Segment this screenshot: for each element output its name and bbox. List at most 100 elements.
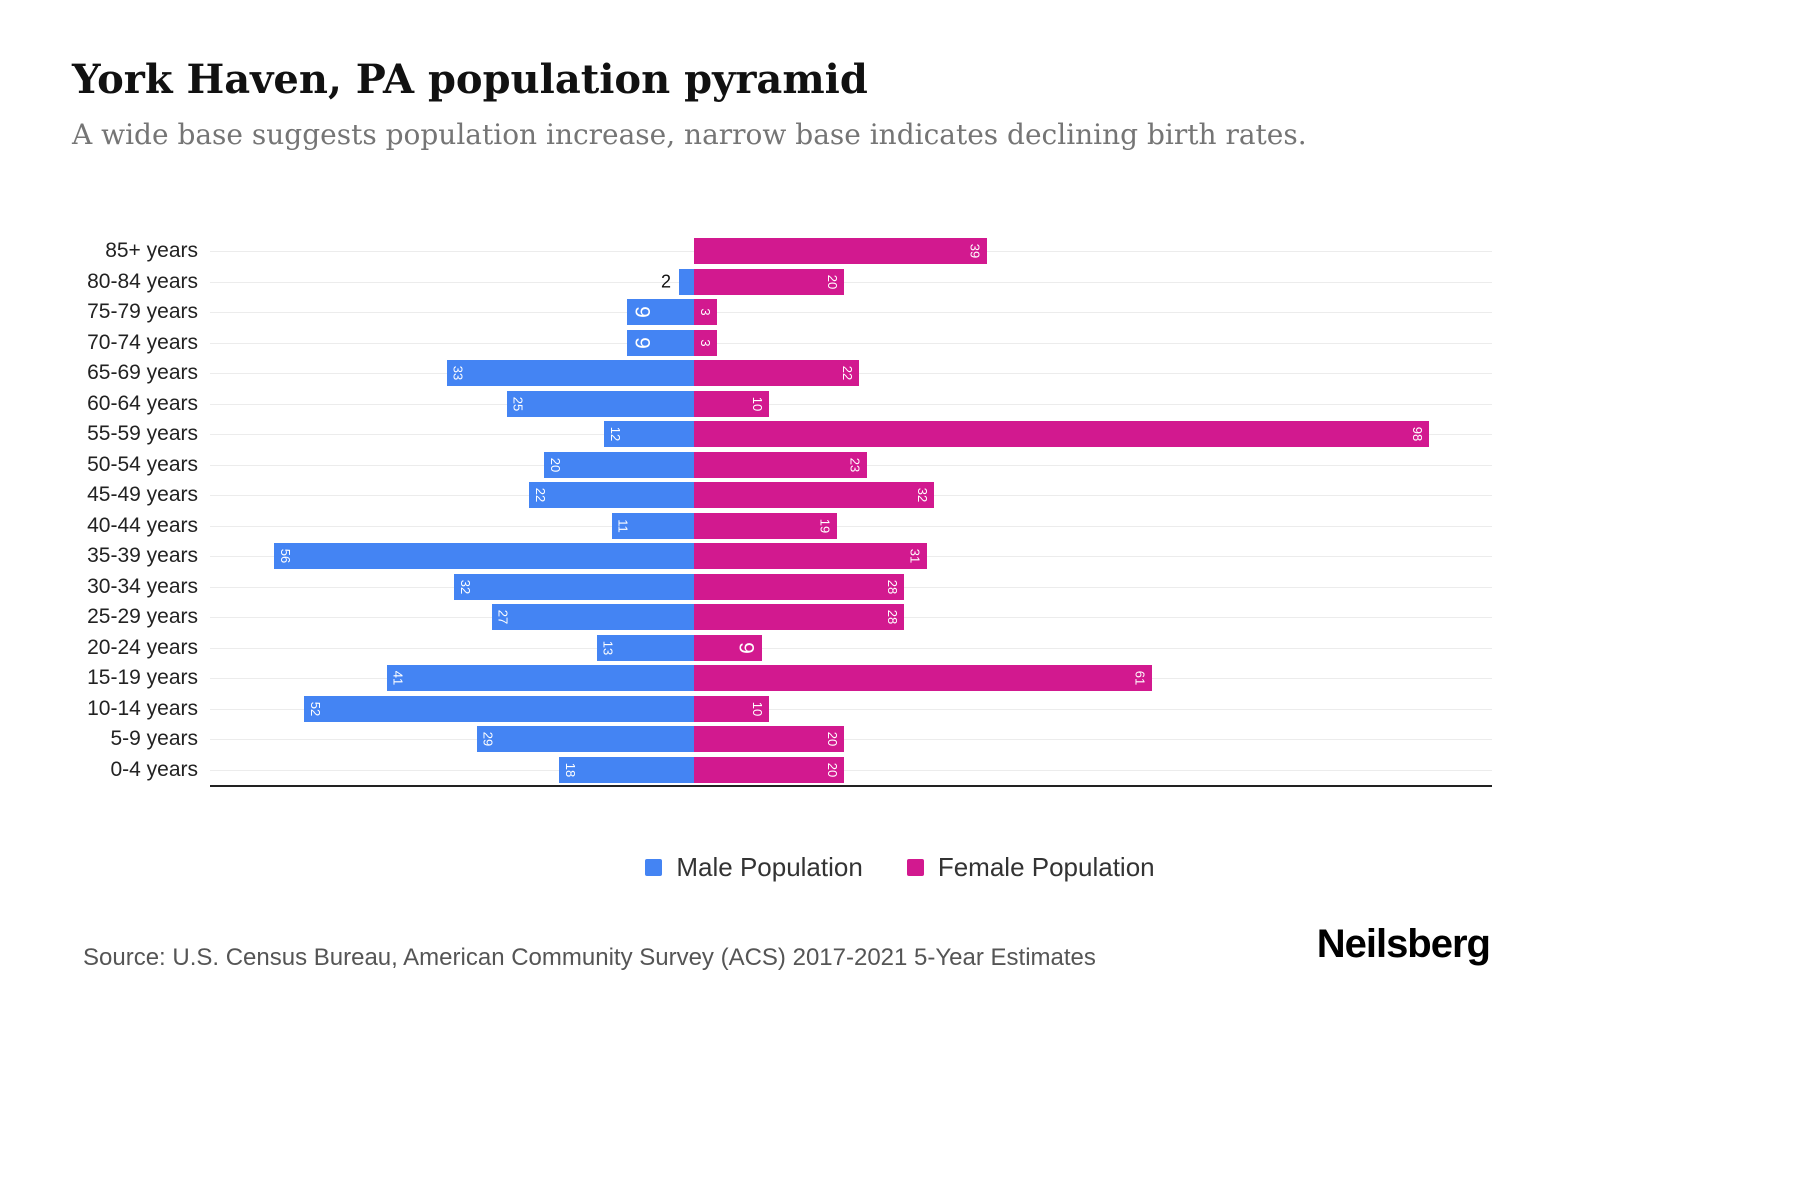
female-bar[interactable]: 32 <box>694 482 934 508</box>
female-bar[interactable]: 20 <box>694 756 844 783</box>
female-half: 10 <box>694 695 1490 722</box>
category-label: 35-39 years <box>87 544 198 568</box>
male-bar[interactable] <box>679 268 694 295</box>
pyramid-row: 0-4 years 18 20 <box>0 755 1800 786</box>
female-bar[interactable]: 10 <box>694 390 769 417</box>
female-half: 31 <box>694 543 1490 569</box>
female-half: 28 <box>694 604 1490 630</box>
male-bar[interactable]: 9 <box>626 299 694 325</box>
female-half: 22 <box>694 360 1490 386</box>
male-bar[interactable]: 41 <box>386 665 694 691</box>
male-value-label: 12 <box>608 426 623 442</box>
pyramid-row: 25-29 years 27 28 <box>0 602 1800 633</box>
male-value-label: 20 <box>548 457 563 472</box>
male-half: 9 <box>210 329 694 356</box>
category-label: 25-29 years <box>87 605 198 629</box>
female-bar[interactable]: 28 <box>694 573 904 600</box>
male-bar[interactable]: 18 <box>559 756 694 783</box>
female-bar[interactable]: 28 <box>694 604 904 630</box>
page-title: York Haven, PA population pyramid <box>72 56 868 103</box>
pyramid-row: 20-24 years 13 9 <box>0 633 1800 664</box>
male-value-label: 13 <box>600 640 616 655</box>
male-bar[interactable]: 12 <box>604 421 694 447</box>
male-bar[interactable]: 32 <box>454 573 694 600</box>
male-value-label: 56 <box>278 548 293 564</box>
gridline <box>210 739 1492 741</box>
male-value-label: 27 <box>495 609 511 625</box>
female-bar[interactable]: 20 <box>694 726 844 752</box>
female-half: 23 <box>694 451 1490 478</box>
female-bar[interactable]: 31 <box>694 543 927 569</box>
female-value-label: 28 <box>885 609 900 625</box>
male-bar[interactable]: 22 <box>529 482 694 508</box>
female-bar[interactable]: 61 <box>694 665 1152 691</box>
page-subtitle: A wide base suggests population increase… <box>72 118 1307 151</box>
male-bar[interactable]: 11 <box>611 512 694 539</box>
male-half <box>210 238 694 264</box>
pyramid-row: 65-69 years 33 22 <box>0 358 1800 389</box>
female-bar[interactable]: 20 <box>694 268 844 295</box>
pyramid-row: 30-34 years 32 28 <box>0 572 1800 603</box>
gridline <box>210 281 1492 283</box>
male-half: 25 <box>210 390 694 417</box>
category-label: 85+ years <box>105 239 198 263</box>
category-label: 80-84 years <box>87 269 198 293</box>
female-bar[interactable]: 10 <box>694 695 769 722</box>
male-bar[interactable]: 29 <box>476 726 694 752</box>
female-bar[interactable]: 3 <box>694 299 717 325</box>
category-label: 45-49 years <box>87 483 198 507</box>
male-half: 56 <box>210 543 694 569</box>
male-bar[interactable]: 56 <box>274 543 694 569</box>
male-bar[interactable]: 33 <box>446 360 694 386</box>
category-label: 30-34 years <box>87 574 198 598</box>
male-bar[interactable]: 52 <box>304 695 694 722</box>
legend-item-male[interactable]: Male Population <box>645 852 863 883</box>
chart-rows: 85+ years 39 80-84 years 2 20 75-79 years 9 3 70… <box>0 236 1800 785</box>
female-bar[interactable]: 98 <box>694 421 1429 447</box>
female-half: 28 <box>694 573 1490 600</box>
category-label: 40-44 years <box>87 513 198 537</box>
female-value-label: 61 <box>1132 670 1148 686</box>
male-half: 20 <box>210 451 694 478</box>
pyramid-row: 85+ years 39 <box>0 236 1800 267</box>
male-bar[interactable]: 20 <box>544 451 694 478</box>
female-bar[interactable]: 9 <box>694 634 762 661</box>
pyramid-row: 60-64 years 25 10 <box>0 389 1800 420</box>
male-value-label: 32 <box>458 579 473 594</box>
male-value-label: 11 <box>615 518 631 533</box>
pyramid-row: 75-79 years 9 3 <box>0 297 1800 328</box>
female-bar[interactable]: 19 <box>694 512 837 539</box>
category-label: 55-59 years <box>87 422 198 446</box>
category-label: 10-14 years <box>87 696 198 720</box>
female-value-label: 31 <box>907 548 923 564</box>
legend-item-female[interactable]: Female Population <box>906 852 1155 883</box>
female-bar[interactable]: 3 <box>694 329 717 356</box>
male-bar[interactable]: 25 <box>506 390 694 417</box>
legend: Male Population Female Population <box>0 852 1800 883</box>
male-bar[interactable]: 13 <box>596 634 694 661</box>
pyramid-row: 50-54 years 20 23 <box>0 450 1800 481</box>
male-bar[interactable]: 27 <box>491 604 694 630</box>
pyramid-row: 80-84 years 2 20 <box>0 267 1800 298</box>
male-value-label: 52 <box>308 701 323 716</box>
gridline <box>210 647 1492 649</box>
legend-label-female: Female Population <box>937 852 1155 882</box>
gridline <box>210 769 1492 771</box>
female-bar[interactable]: 23 <box>694 451 867 478</box>
male-value-label: 29 <box>480 731 496 747</box>
category-label: 75-79 years <box>87 300 198 324</box>
category-label: 65-69 years <box>87 361 198 385</box>
male-swatch-icon <box>645 859 663 876</box>
pyramid-row: 35-39 years 56 31 <box>0 541 1800 572</box>
female-half: 20 <box>694 268 1490 295</box>
male-value-label: 18 <box>563 762 578 777</box>
female-value-label: 10 <box>750 701 765 716</box>
male-bar[interactable]: 9 <box>626 329 694 356</box>
category-label: 0-4 years <box>110 757 198 781</box>
female-bar[interactable]: 39 <box>694 238 987 264</box>
female-value-label: 98 <box>1410 426 1425 442</box>
male-value-label: 41 <box>390 670 406 686</box>
category-label: 60-64 years <box>87 391 198 415</box>
female-bar[interactable]: 22 <box>694 360 859 386</box>
legend-label-male: Male Population <box>676 852 863 882</box>
